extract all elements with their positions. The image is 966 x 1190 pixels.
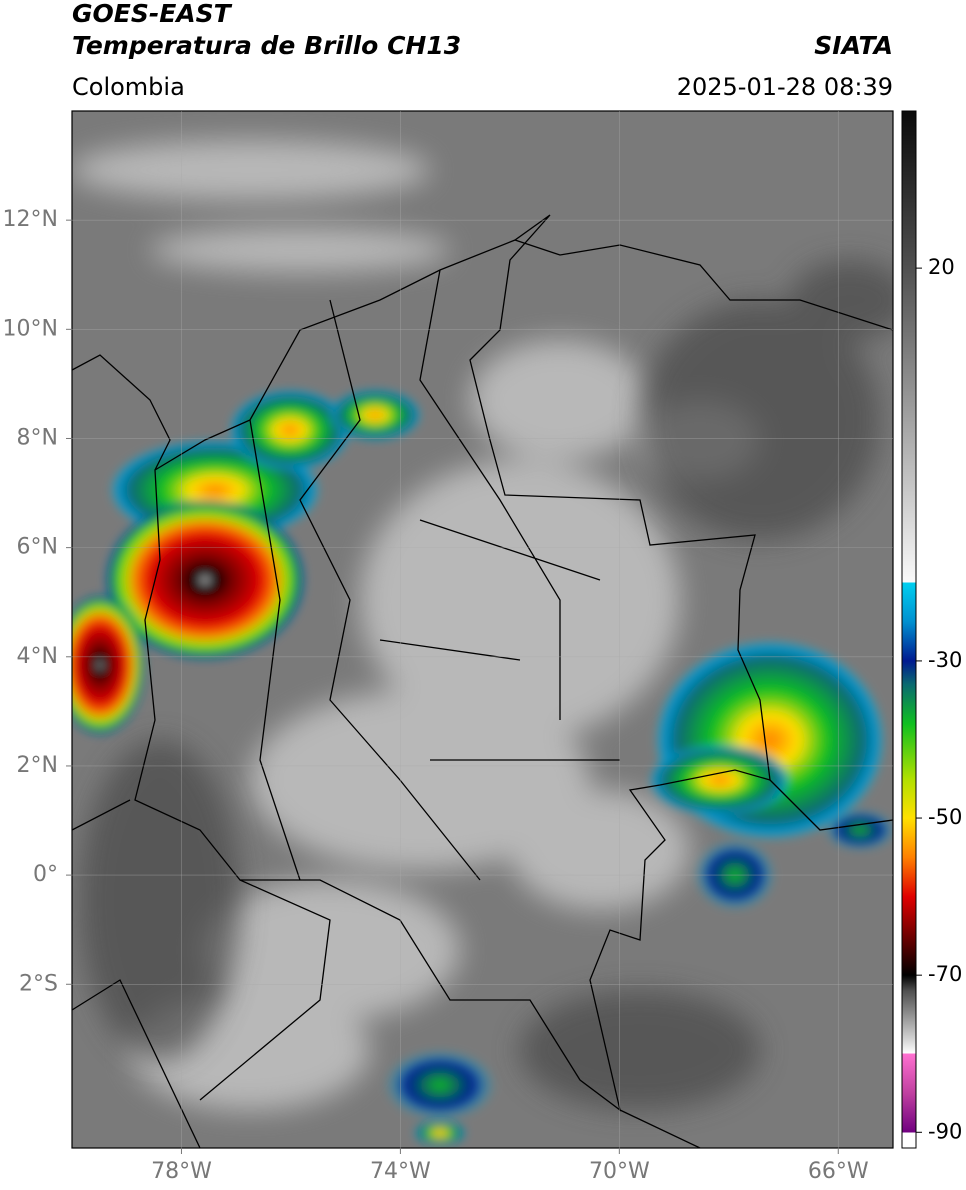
y-tick-label: 8°N bbox=[17, 425, 58, 450]
y-tick-label: 12°N bbox=[3, 207, 58, 232]
y-tick-label: 2°S bbox=[19, 971, 58, 996]
date: 2025-01-28 08:39 bbox=[677, 73, 893, 101]
source: SIATA bbox=[814, 31, 893, 60]
colorbar-label: -70 bbox=[928, 962, 962, 986]
y-tick-label: 6°N bbox=[17, 535, 58, 560]
map-frame bbox=[71, 110, 894, 1149]
region: Colombia bbox=[72, 73, 185, 101]
title: GOES-EAST bbox=[72, 0, 233, 28]
x-tick-label: 78°W bbox=[151, 1159, 212, 1184]
colorbar-label: -90 bbox=[928, 1119, 962, 1143]
map-image bbox=[72, 111, 893, 1148]
colorbar bbox=[901, 110, 917, 1149]
y-tick-label: 10°N bbox=[3, 316, 58, 341]
colorbar-label: -30 bbox=[928, 648, 962, 672]
colorbar-label: -50 bbox=[928, 805, 962, 829]
x-tick-label: 70°W bbox=[589, 1159, 650, 1184]
y-tick-label: 0° bbox=[33, 862, 58, 887]
y-tick-label: 4°N bbox=[17, 644, 58, 669]
y-tick-label: 2°N bbox=[17, 753, 58, 778]
x-tick-label: 74°W bbox=[370, 1159, 431, 1184]
colorbar-label: 20 bbox=[928, 255, 955, 279]
x-tick-label: 66°W bbox=[808, 1159, 869, 1184]
subtitle: Temperatura de Brillo CH13 bbox=[72, 31, 461, 60]
